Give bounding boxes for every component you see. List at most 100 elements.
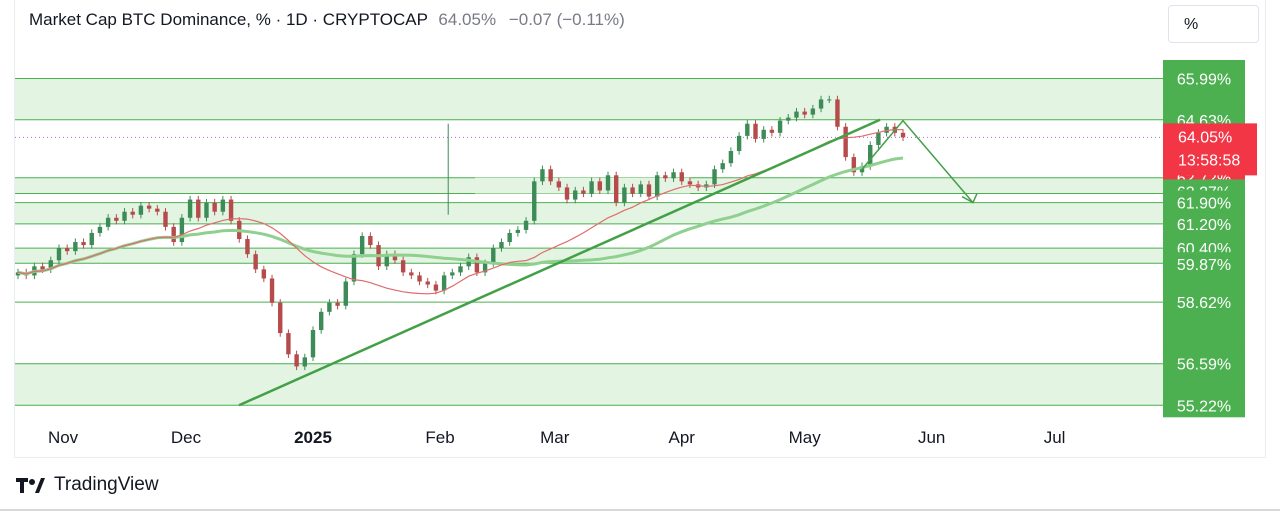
price-tag-bg-7 (1163, 211, 1245, 236)
tradingview-logo-icon[interactable] (16, 476, 46, 494)
candle-body (97, 226, 103, 233)
change-value: −0.07 (−0.11%) (508, 10, 625, 29)
candle-body (458, 266, 463, 273)
candle-body (146, 205, 152, 209)
candle-body (310, 330, 316, 358)
consolidation-zone (475, 177, 690, 194)
candle-body (876, 132, 881, 145)
candle-body (818, 99, 824, 109)
price-tag-11: 56.59% (1177, 357, 1231, 374)
candle-body (491, 248, 496, 264)
price-tag-bg-9 (1163, 252, 1245, 277)
candle-body (171, 226, 176, 243)
current-price-tag-bg (1163, 123, 1257, 176)
candle-body (155, 208, 160, 212)
candle-body (433, 284, 439, 291)
symbol-title[interactable]: Market Cap BTC Dominance, % · 1D · CRYPT… (29, 10, 428, 29)
candle-body (450, 272, 455, 276)
candle-body (663, 175, 668, 179)
last-value: 64.05% (438, 10, 497, 29)
candle-body (556, 181, 562, 188)
price-chart[interactable]: Nov Dec 2025 Feb Mar Apr May Jun Jul65.99%64.63%… (0, 0, 1280, 460)
price-scale: 65.99%64.63%62.72%62.27%61.90%61.20%60.4… (1163, 60, 1257, 418)
candle-body (482, 263, 488, 273)
candle-body (269, 278, 275, 303)
candle-body (728, 151, 734, 164)
candle-body (515, 229, 521, 233)
x-axis-label-may: May (789, 428, 822, 447)
candle-body (220, 199, 226, 212)
zone-fill-3 (15, 248, 1163, 264)
candle-body (679, 172, 684, 182)
candle-body (417, 275, 422, 282)
candle-body (64, 248, 70, 252)
candle-body (507, 232, 512, 243)
x-axis-label-dec: Dec (171, 428, 202, 447)
candle-body (318, 311, 324, 331)
candle-body (261, 269, 267, 279)
x-axis-label-jun: Jun (918, 428, 945, 447)
candle-body (720, 163, 725, 170)
candle-body (548, 169, 553, 182)
candle-body (851, 157, 857, 173)
candle-body (89, 232, 94, 246)
candle-body (351, 254, 357, 282)
candle-body (196, 199, 201, 218)
candle-body (466, 257, 471, 267)
candle-body (384, 254, 389, 267)
candle-body (343, 281, 348, 306)
current-price-tag: 64.05% (1178, 129, 1232, 146)
price-tag-bg-12 (1163, 393, 1245, 418)
percent-scale-button[interactable]: % (1168, 5, 1259, 43)
candle-body (753, 123, 758, 139)
price-tag-6: 61.90% (1177, 196, 1231, 213)
zone-fill-0 (15, 78, 1163, 120)
candle-body (179, 217, 185, 243)
candle-body (122, 211, 127, 221)
footer: TradingView (16, 474, 159, 496)
candle-body (523, 220, 529, 230)
candle-body (253, 254, 258, 270)
candle-body (130, 211, 135, 215)
candle-body (794, 111, 799, 118)
candle-body (777, 120, 783, 133)
price-tag-12: 55.22% (1177, 398, 1231, 415)
tradingview-brand[interactable]: TradingView (54, 474, 159, 495)
candle-body (327, 302, 332, 312)
candle-body (810, 108, 816, 115)
candle-body (499, 242, 504, 249)
candle-body (335, 302, 340, 306)
price-tag-bg-10 (1163, 290, 1245, 315)
candle-body (163, 211, 168, 227)
candle-body (441, 275, 447, 291)
candle-body (827, 99, 832, 101)
x-axis-label-2025: 2025 (294, 428, 332, 447)
candle-body (73, 242, 78, 252)
candle-body (278, 302, 283, 334)
x-axis-label-jul: Jul (1044, 428, 1066, 447)
price-tag-10: 58.62% (1177, 295, 1231, 312)
x-axis-label-apr: Apr (669, 428, 696, 447)
candle-body (630, 187, 635, 194)
ma-red-line (17, 128, 904, 295)
x-axis-label-nov: Nov (48, 428, 79, 447)
candle-body (81, 242, 86, 246)
candle-body (474, 257, 480, 273)
candle-body (786, 117, 791, 121)
candle-body (638, 184, 643, 194)
candle-body (581, 190, 586, 194)
candle-body (802, 111, 807, 115)
candle-body (712, 169, 717, 185)
candle-body (646, 184, 652, 197)
chart-frame (14, 0, 1266, 458)
candle-body (114, 217, 119, 221)
candle-body (597, 181, 603, 191)
candle-body (359, 235, 365, 255)
candle-body (736, 135, 742, 152)
candle-body (654, 175, 660, 197)
candle-body (425, 281, 430, 285)
bottom-divider (0, 509, 1280, 511)
candle-body (613, 175, 619, 203)
candle-body (187, 199, 193, 218)
candle-body (294, 354, 299, 367)
